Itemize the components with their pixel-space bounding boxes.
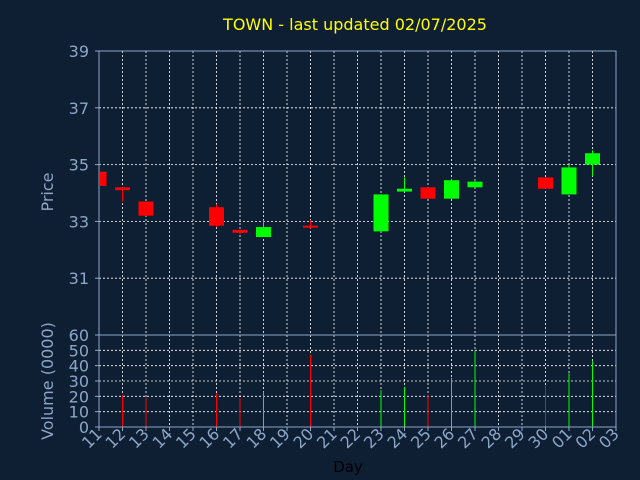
volume-tick-label: 10 — [69, 403, 89, 422]
volume-tick-label: 50 — [69, 341, 89, 360]
candle-20 — [303, 219, 318, 229]
volume-tick-label: 30 — [69, 372, 89, 391]
volume-tick-label: 60 — [69, 326, 89, 345]
price-tick-label: 33 — [69, 212, 89, 231]
candle-13 — [138, 201, 154, 216]
candle-body — [467, 181, 483, 188]
chart-title: TOWN - last updated 02/07/2025 — [222, 15, 487, 34]
price-axis-label: Price — [38, 172, 57, 211]
candle-23 — [373, 194, 389, 232]
candle-body — [209, 207, 224, 226]
price-panel: 31 33 35 37 39 — [69, 42, 617, 336]
candle-body — [373, 194, 389, 232]
candle-25 — [420, 187, 436, 199]
candle-24 — [397, 177, 412, 192]
volume-tick-label: 40 — [69, 357, 89, 376]
candle-body — [115, 187, 130, 191]
candle-16 — [209, 204, 224, 228]
candle-body — [420, 187, 436, 199]
candle-body — [444, 180, 459, 199]
price-tick-label: 39 — [69, 42, 89, 61]
candle-body — [138, 201, 154, 216]
price-tick-label: 31 — [69, 269, 89, 288]
candle-body — [538, 177, 553, 189]
price-tick-label: 35 — [69, 156, 89, 175]
volume-axis-label: Volume (0000) — [38, 322, 57, 440]
candle-body — [232, 229, 248, 233]
candle-27 — [467, 180, 483, 188]
candle-18 — [256, 219, 271, 238]
candle-17 — [232, 229, 248, 235]
candle-body — [561, 167, 577, 195]
candle-30 — [538, 177, 553, 189]
x-axis: 1112131415161718192021222324252627282930… — [78, 424, 623, 452]
candle-11 — [98, 171, 107, 186]
candle-body — [397, 188, 412, 192]
candle-body — [585, 153, 600, 165]
candle-01 — [561, 164, 577, 195]
volume-tick-label: 0 — [79, 418, 89, 437]
candle-02 — [585, 150, 600, 176]
volume-tick-label: 20 — [69, 387, 89, 406]
candle-body — [303, 225, 318, 228]
x-axis-label: Day — [333, 458, 363, 476]
candle-body — [256, 227, 271, 238]
price-tick-label: 37 — [69, 99, 89, 118]
candle-body — [100, 171, 107, 186]
x-tick-label: 03 — [595, 424, 623, 452]
candle-26 — [444, 178, 459, 199]
candle-12 — [115, 187, 130, 202]
